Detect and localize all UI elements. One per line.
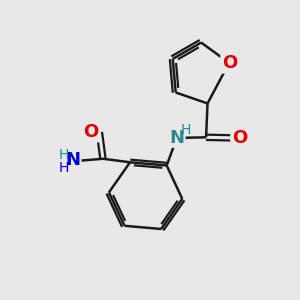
Text: O: O <box>83 123 99 141</box>
Text: H: H <box>58 160 69 175</box>
Text: H: H <box>181 123 191 136</box>
Text: H: H <box>58 148 69 162</box>
Text: O: O <box>222 54 237 72</box>
Text: O: O <box>232 129 247 147</box>
Text: N: N <box>66 151 81 169</box>
Text: N: N <box>170 129 185 147</box>
